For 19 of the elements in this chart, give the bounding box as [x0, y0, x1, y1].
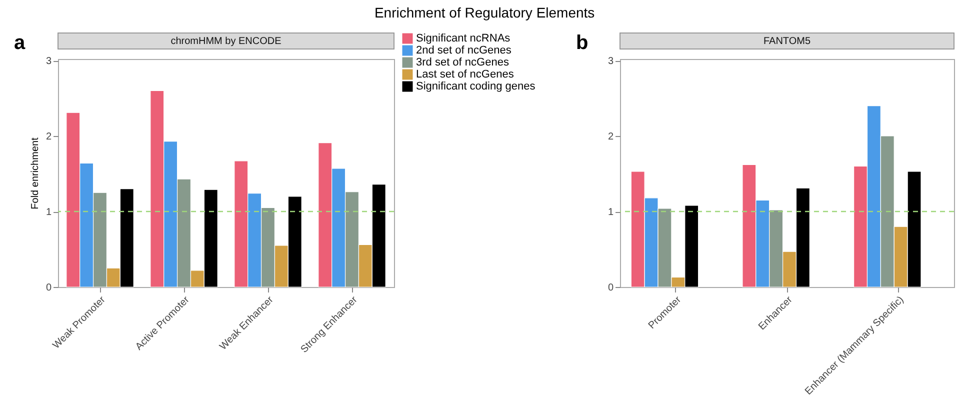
chart-subtitle: FANTOM5 — [763, 36, 811, 47]
legend-label: 2nd set of ncGenes — [416, 44, 512, 56]
y-tick-label: 1 — [46, 207, 52, 218]
y-tick-label: 1 — [608, 207, 614, 218]
text: a — [14, 32, 26, 54]
y-tick-label: 3 — [46, 56, 52, 68]
legend-label: Last set of ncGenes — [416, 68, 514, 80]
y-tick-label: 2 — [46, 132, 52, 143]
text: b — [576, 32, 588, 54]
y-tick-label: 2 — [608, 132, 614, 143]
y-tick-label: 0 — [608, 282, 614, 294]
y-tick-label: 0 — [46, 282, 52, 294]
legend-label: Significant ncRNAs — [416, 32, 511, 44]
legend-label: 3rd set of ncGenes — [416, 56, 510, 68]
text: Enrichment of Regulatory Elements — [374, 4, 595, 20]
chart-subtitle: chromHMM by ENCODE — [170, 36, 282, 47]
y-tick-label: 3 — [608, 56, 614, 68]
legend-label: Significant coding genes — [416, 80, 536, 92]
y-axis-title: Fold enrichment — [30, 137, 41, 210]
